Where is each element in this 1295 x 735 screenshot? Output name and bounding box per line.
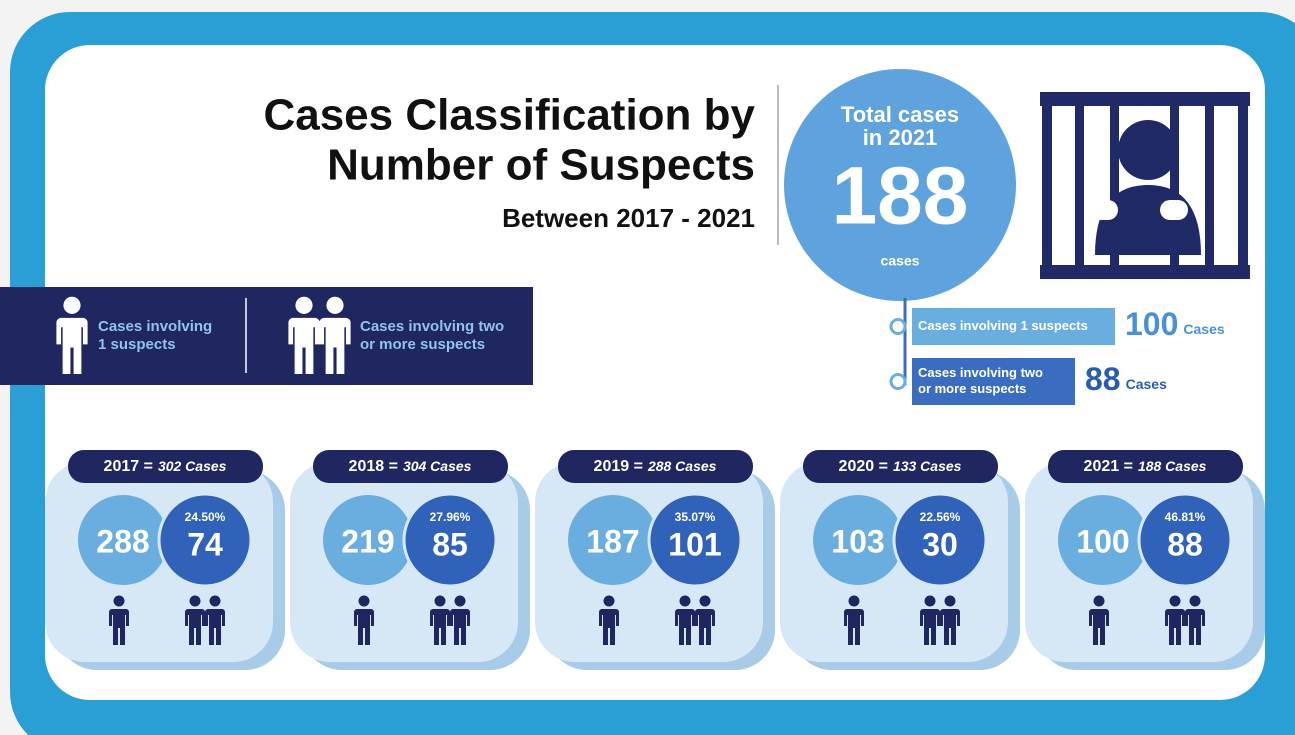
percent: 27.96%	[430, 510, 471, 524]
one-value: 219	[341, 523, 394, 559]
breakdown-label: Cases involving two	[918, 365, 1043, 380]
page: { "header": { "title_lines": ["Cases Cla…	[0, 0, 1295, 735]
card-year: 2020 = 133 Cases	[839, 458, 962, 476]
total-label: Total cases	[841, 102, 959, 127]
card-total: 133 Cases	[893, 458, 962, 474]
total-unit: cases	[881, 253, 920, 269]
card-total: 302 Cases	[158, 458, 227, 474]
title: Number of Suspects	[327, 141, 755, 190]
total-value: 188	[832, 151, 969, 242]
card-year-text: 2018 =	[349, 458, 398, 475]
two-value: 88	[1167, 526, 1203, 562]
one-value: 288	[96, 523, 149, 559]
legend-label: Cases involving	[98, 318, 212, 335]
total-label: in 2021	[863, 125, 938, 150]
percent: 46.81%	[1165, 510, 1206, 524]
title: Cases Classification by	[263, 91, 755, 140]
breakdown-unit: Cases	[1183, 321, 1224, 337]
card-year: 2019 =288 Cases	[594, 458, 717, 476]
breakdown-dot	[891, 320, 905, 334]
legend-label: 1 suspects	[98, 336, 176, 353]
card-year: 2017 = 302 Cases	[104, 458, 227, 476]
card-year: 2021 = 188 Cases	[1084, 458, 1207, 476]
breakdown-label: or more suspects	[918, 381, 1026, 396]
card-year-text: 2019 =	[594, 458, 643, 475]
one-value: 187	[586, 523, 639, 559]
breakdown-label: Cases involving 1 suspects	[918, 318, 1088, 333]
subtitle: Between 2017 - 2021	[502, 203, 755, 233]
card-total: 304 Cases	[403, 458, 472, 474]
breakdown-dot	[891, 375, 905, 389]
percent: 22.56%	[920, 510, 961, 524]
card-total: 188 Cases	[1138, 458, 1207, 474]
legend-label: or more suspects	[360, 336, 485, 353]
one-value: 100	[1076, 523, 1129, 559]
breakdown-value: 88	[1085, 361, 1121, 397]
legend-label: Cases involving two	[360, 318, 504, 335]
two-value: 74	[187, 526, 223, 562]
breakdown-unit: Cases	[1126, 376, 1167, 392]
card-year-text: 2020 =	[839, 458, 888, 475]
percent: 24.50%	[185, 510, 226, 524]
two-value: 30	[922, 526, 958, 562]
card-year-text: 2017 =	[104, 458, 153, 475]
card-total: 288 Cases	[647, 458, 717, 474]
percent: 35.07%	[675, 510, 716, 524]
card-year: 2018 = 304 Cases	[349, 458, 472, 476]
two-value: 85	[432, 526, 468, 562]
breakdown-value: 100	[1125, 306, 1178, 342]
two-value: 101	[668, 526, 721, 562]
card-year-text: 2021 =	[1084, 458, 1133, 475]
one-value: 103	[831, 523, 884, 559]
infographic: Cases Classification byNumber of Suspect…	[0, 0, 1295, 735]
